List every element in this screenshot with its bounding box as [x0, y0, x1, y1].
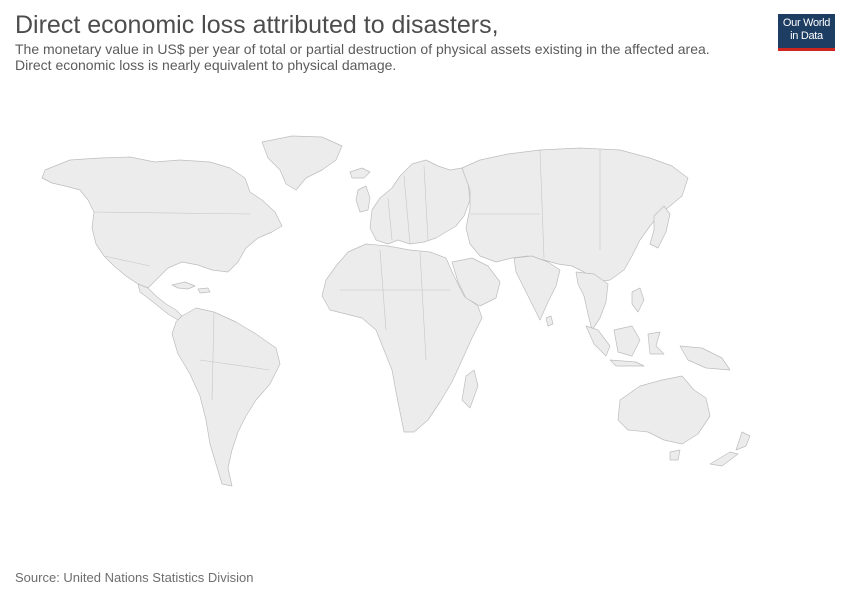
region-new-guinea[interactable] — [679, 345, 731, 371]
subtitle-line-2: Direct economic loss is nearly equivalen… — [15, 57, 397, 73]
region-europe[interactable] — [369, 159, 471, 245]
border-usa-canada — [93, 211, 251, 215]
region-philippines[interactable] — [631, 287, 645, 313]
region-sulawesi[interactable] — [647, 331, 665, 355]
region-hispaniola[interactable] — [197, 287, 211, 294]
region-south-america[interactable] — [171, 307, 281, 487]
region-greenland[interactable] — [261, 135, 343, 191]
border-europe-west — [387, 165, 429, 245]
region-united-kingdom[interactable] — [355, 185, 371, 213]
chart-title: Direct economic loss attributed to disas… — [15, 11, 499, 39]
region-asia[interactable] — [461, 147, 689, 283]
logo-line-1: Our World — [782, 17, 831, 29]
region-arabian-peninsula[interactable] — [451, 257, 501, 307]
owid-logo[interactable]: Our World in Data — [778, 14, 835, 51]
region-southeast-asia[interactable] — [575, 271, 609, 331]
border-south-america — [199, 311, 271, 401]
region-madagascar[interactable] — [461, 369, 479, 409]
region-australia[interactable] — [617, 375, 711, 445]
region-borneo[interactable] — [613, 325, 641, 357]
region-new-zealand[interactable] — [735, 431, 751, 451]
region-cuba[interactable] — [171, 281, 196, 290]
region-tasmania[interactable] — [669, 449, 681, 461]
border-usa-mexico — [103, 255, 151, 267]
region-new-zealand-south[interactable] — [709, 451, 739, 467]
region-north-america[interactable] — [41, 156, 283, 289]
region-japan[interactable] — [649, 205, 671, 249]
logo-line-2: in Data — [790, 30, 823, 42]
region-india[interactable] — [513, 255, 561, 321]
region-sumatra[interactable] — [585, 325, 611, 357]
region-central-america[interactable] — [137, 283, 183, 321]
region-africa[interactable] — [321, 243, 483, 433]
border-africa-north — [340, 249, 450, 361]
subtitle-line-1: The monetary value in US$ per year of to… — [15, 41, 710, 57]
region-java[interactable] — [609, 359, 645, 367]
source-note: Source: United Nations Statistics Divisi… — [15, 570, 254, 585]
region-iceland[interactable] — [349, 167, 371, 179]
region-sri-lanka[interactable] — [545, 315, 554, 327]
chart-subtitle: The monetary value in US$ per year of to… — [15, 41, 755, 73]
border-asia — [470, 149, 601, 259]
world-map — [41, 135, 751, 487]
